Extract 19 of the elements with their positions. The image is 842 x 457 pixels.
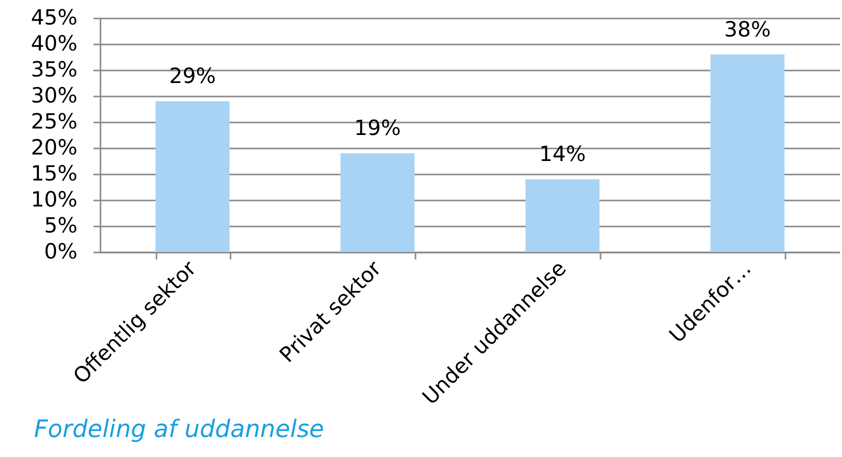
bar — [526, 179, 600, 252]
y-tick-label: 5% — [44, 214, 78, 238]
bar — [340, 153, 414, 252]
y-tick-label: 40% — [30, 32, 78, 56]
data-label: 38% — [724, 17, 771, 42]
y-tick-label: 25% — [30, 110, 78, 134]
y-tick-label: 15% — [30, 162, 78, 186]
bar — [156, 101, 230, 252]
data-label: 29% — [169, 64, 216, 88]
text: Fordeling af uddannelse — [34, 415, 324, 443]
y-tick-label: 0% — [44, 240, 78, 264]
y-tick-label: 45% — [30, 6, 78, 30]
data-label: 19% — [354, 116, 401, 140]
y-tick-label: 35% — [30, 58, 78, 82]
y-tick-label: 30% — [30, 84, 78, 108]
y-tick-label: 10% — [30, 188, 78, 212]
y-tick-label: 20% — [30, 136, 78, 160]
data-label: 14% — [539, 142, 586, 166]
bar — [710, 54, 784, 252]
